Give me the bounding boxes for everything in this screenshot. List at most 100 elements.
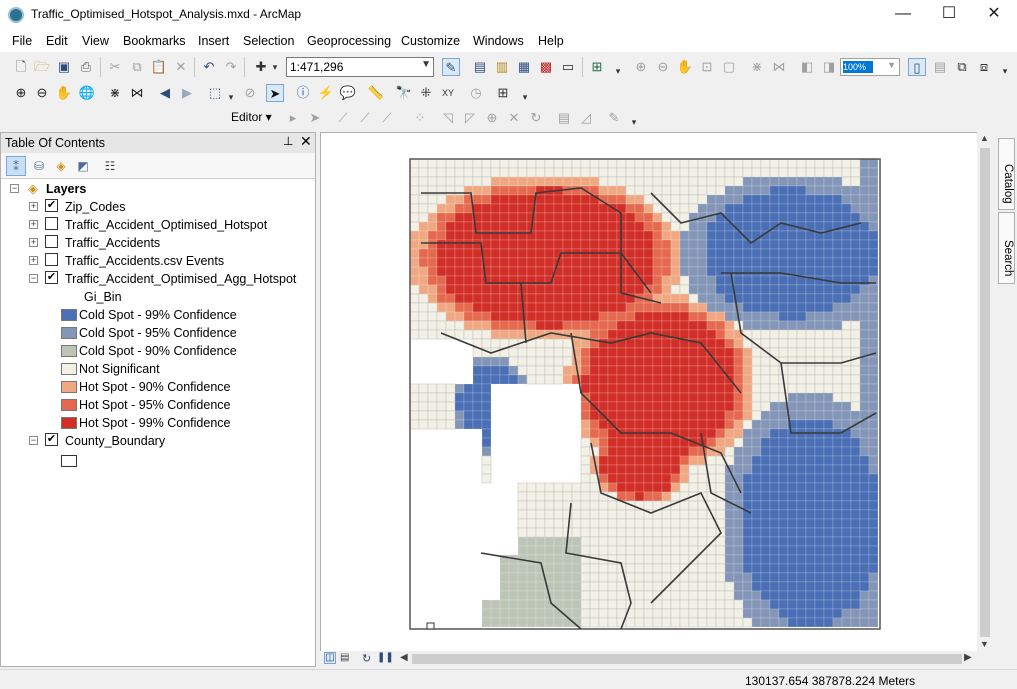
expand-icon[interactable]: + [29, 255, 38, 265]
undo-icon[interactable]: ↶ [203, 59, 215, 74]
toc-options-icon[interactable]: ☷ [104, 159, 116, 173]
rotate-icon[interactable]: ↻ [530, 110, 542, 125]
menu-help[interactable]: Help [538, 34, 564, 48]
layout-pan-icon[interactable]: ✋ [676, 59, 694, 74]
legend-swatch[interactable] [61, 309, 77, 321]
fixed-zoom-in-icon[interactable]: ⋇ [109, 85, 121, 100]
edit-vertices-icon[interactable]: ⁘ [414, 110, 426, 125]
edit-tool-icon[interactable]: ▸ [289, 110, 297, 125]
full-extent-icon[interactable]: 🌐 [78, 85, 96, 100]
catalog-icon[interactable]: ▥ [495, 59, 509, 74]
open-folder-icon[interactable]: 🗁 [33, 59, 51, 74]
fixed-zoom-out-icon[interactable]: ⋈ [130, 85, 144, 100]
menu-insert[interactable]: Insert [198, 34, 230, 48]
menu-view[interactable]: View [82, 34, 109, 48]
scroll-down-icon[interactable]: ▼ [980, 639, 989, 649]
toolbar-options-icon[interactable]: ▾ [1002, 66, 1008, 76]
list-by-selection-icon[interactable]: ◩ [77, 159, 89, 173]
legend-swatch[interactable] [61, 327, 77, 339]
horizontal-scrollbar[interactable]: ◫ ▤ ↻ ❚❚ ◀ ▶ [320, 651, 977, 667]
scroll-up-icon[interactable]: ▲ [980, 133, 989, 143]
menu-geoprocessing[interactable]: Geoprocessing [307, 34, 392, 48]
toc-close-icon[interactable]: ✕ [300, 133, 312, 149]
hyperlink-icon[interactable]: ⚡ [317, 85, 335, 100]
select-dropdown-icon[interactable]: ▾ [228, 92, 234, 102]
redo-icon[interactable]: ↷ [225, 59, 237, 74]
menu-selection[interactable]: Selection [243, 34, 295, 48]
legend-swatch[interactable] [61, 399, 77, 411]
editor-toolbar-icon[interactable]: ✎ [442, 58, 460, 76]
zoom-out-icon[interactable]: ⊖ [36, 85, 48, 100]
layout-view-icon[interactable]: ▤ [340, 652, 350, 663]
legend-swatch[interactable] [61, 417, 77, 429]
collapse-icon[interactable]: − [10, 183, 19, 193]
copy-icon[interactable]: ⧉ [132, 59, 142, 74]
menu-bookmarks[interactable]: Bookmarks [123, 34, 186, 48]
menu-edit[interactable]: Edit [46, 34, 68, 48]
create-viewer-window-icon[interactable]: ⊞ [497, 85, 509, 100]
expand-icon[interactable]: + [29, 219, 38, 229]
layout-zoom-in-icon[interactable]: ⊕ [635, 59, 647, 74]
chevron-down-icon[interactable]: ▼ [887, 60, 896, 70]
layer-visibility-checkbox[interactable]: ✔ [45, 433, 58, 446]
layer-traffic-accident-optimised-agg-hotspot[interactable]: Traffic_Accident_Optimised_Agg_Hotspot [65, 272, 297, 286]
attributes-icon[interactable]: ▤ [557, 110, 571, 125]
collapse-icon[interactable]: − [29, 435, 38, 445]
layer-zip-codes[interactable]: Zip_Codes [65, 200, 126, 214]
pin-icon[interactable]: ⊥ [283, 134, 294, 148]
toolbar-options-icon[interactable]: ▾ [615, 66, 621, 76]
change-layout-icon[interactable]: ⧉ [957, 59, 967, 74]
editor-menu-button[interactable]: Editor ▾ [231, 110, 272, 124]
data-view-icon[interactable]: ◫ [324, 652, 336, 664]
straight-segment-icon[interactable]: ⟋ [338, 110, 348, 125]
construct-dropdown-icon[interactable]: ⟋ [382, 110, 392, 125]
add-data-icon[interactable]: ✚ [255, 59, 267, 74]
minimize-button[interactable]: — [895, 5, 911, 22]
expand-icon[interactable]: + [29, 201, 38, 211]
map-display[interactable] [320, 132, 993, 653]
legend-swatch[interactable] [61, 363, 77, 375]
identify-icon[interactable]: ⓘ [296, 85, 310, 100]
sketch-properties-icon[interactable]: ◿ [581, 110, 591, 125]
reshape-icon[interactable]: ◹ [443, 110, 453, 125]
refresh-icon[interactable]: ↻ [362, 653, 372, 665]
catalog-tab[interactable]: Catalog [998, 138, 1015, 210]
list-by-source-icon[interactable]: ⛁ [33, 159, 45, 173]
paste-icon[interactable]: 📋 [150, 59, 168, 74]
layout-zoom-out-icon[interactable]: ⊖ [657, 59, 669, 74]
focus-data-frame-icon[interactable]: ▤ [933, 59, 947, 74]
go-to-xy-icon[interactable]: XY [441, 88, 454, 98]
time-slider-icon[interactable]: ◷ [470, 85, 482, 100]
data-frame-label[interactable]: Layers [46, 182, 87, 196]
print-icon[interactable]: ⎙ [80, 59, 92, 74]
layer-county-boundary[interactable]: County_Boundary [65, 434, 166, 448]
data-driven-pages-icon[interactable]: ⧈ [979, 59, 989, 74]
chevron-down-icon[interactable]: ▼ [421, 59, 431, 70]
select-features-icon[interactable]: ⬚ [208, 85, 222, 100]
layer-visibility-checkbox[interactable]: ✔ [45, 199, 58, 212]
zoom-100-icon[interactable]: ▢ [722, 59, 736, 74]
toolbar-options-icon[interactable]: ▾ [631, 117, 637, 127]
pan-icon[interactable]: ✋ [55, 85, 73, 100]
search-tab[interactable]: Search [998, 212, 1015, 284]
menu-windows[interactable]: Windows [473, 34, 524, 48]
expand-icon[interactable]: + [29, 237, 38, 247]
go-back-icon[interactable]: ◀ [160, 85, 170, 100]
trace-icon[interactable]: ⟋ [360, 110, 370, 125]
collapse-icon[interactable]: − [29, 273, 38, 283]
split-tool-icon[interactable]: ✕ [508, 110, 520, 125]
horizontal-scroll-thumb[interactable] [412, 654, 962, 664]
legend-swatch[interactable] [61, 455, 77, 467]
vertical-scrollbar[interactable]: ▲ ▼ [977, 132, 993, 653]
scroll-left-icon[interactable]: ◀ [400, 652, 408, 663]
cut-polygons-icon[interactable]: ◸ [465, 110, 475, 125]
maximize-button[interactable]: ☐ [941, 5, 957, 22]
measure-icon[interactable]: 📏 [367, 85, 385, 100]
toggle-draft-mode-icon[interactable]: ▯ [908, 58, 926, 76]
hotspot-map[interactable] [321, 133, 992, 652]
table-of-contents-icon[interactable]: ▤ [473, 59, 487, 74]
find-route-icon[interactable]: ⁜ [420, 85, 432, 100]
find-icon[interactable]: 🔭 [395, 85, 413, 100]
save-icon[interactable]: ▣ [57, 59, 71, 74]
edit-annotation-icon[interactable]: ➤ [309, 110, 321, 125]
